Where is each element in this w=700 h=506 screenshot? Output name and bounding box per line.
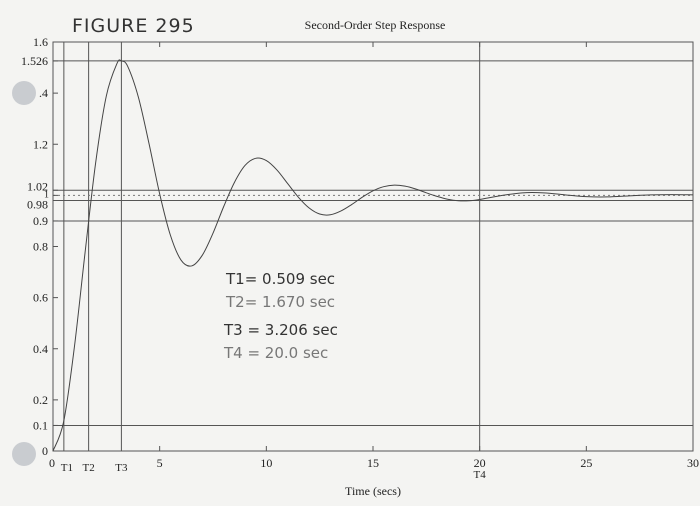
y-tick-label: 1.02 — [27, 179, 48, 193]
y-tick-label: 0 — [42, 444, 48, 458]
hole-punch-bottom — [12, 442, 36, 466]
x-tick-label: 15 — [367, 456, 379, 470]
x-marker-label: T3 — [115, 462, 128, 474]
y-tick-label: 0.98 — [27, 197, 48, 211]
response-curve — [52, 59, 694, 452]
annotation-t3: T3 = 3.206 sec — [223, 321, 338, 339]
x-tick-label: 20 — [474, 456, 486, 470]
y-tick-label: 1 — [44, 189, 49, 200]
x-axis-label: Time (secs) — [345, 484, 401, 498]
annotation-t2: T2= 1.670 sec — [225, 293, 335, 311]
x-tick-label: 10 — [260, 456, 272, 470]
x-marker-label: T4 — [474, 469, 487, 481]
y-tick-label: 0.2 — [33, 393, 48, 407]
y-tick-label: 0.1 — [33, 418, 48, 432]
x-marker-label: T1 — [61, 462, 73, 474]
x-tick-label: 25 — [580, 456, 592, 470]
annotation-t1: T1= 0.509 sec — [225, 270, 335, 288]
x-marker-label: T2 — [83, 462, 95, 474]
x-tick-label: 0 — [49, 456, 55, 470]
y-tick-label: 1.526 — [21, 54, 48, 68]
y-tick-label: 0.4 — [33, 342, 48, 356]
hole-punch-top — [12, 81, 36, 105]
handwritten-figure-label: FIGURE 295 — [72, 15, 195, 37]
plot-frame — [52, 41, 694, 452]
y-tick-label: 0.9 — [33, 214, 48, 228]
x-tick-label: 5 — [157, 456, 163, 470]
y-tick-label: 1.6 — [33, 35, 48, 49]
y-tick-label: 0.8 — [33, 240, 48, 254]
annotation-t4: T4 = 20.0 sec — [223, 344, 328, 362]
y-tick-label: .4 — [39, 86, 48, 100]
x-tick-label: 30 — [687, 456, 699, 470]
chart-title: Second-Order Step Response — [305, 18, 446, 32]
y-tick-label: 1.2 — [33, 137, 48, 151]
y-tick-label: 0.6 — [33, 291, 48, 305]
